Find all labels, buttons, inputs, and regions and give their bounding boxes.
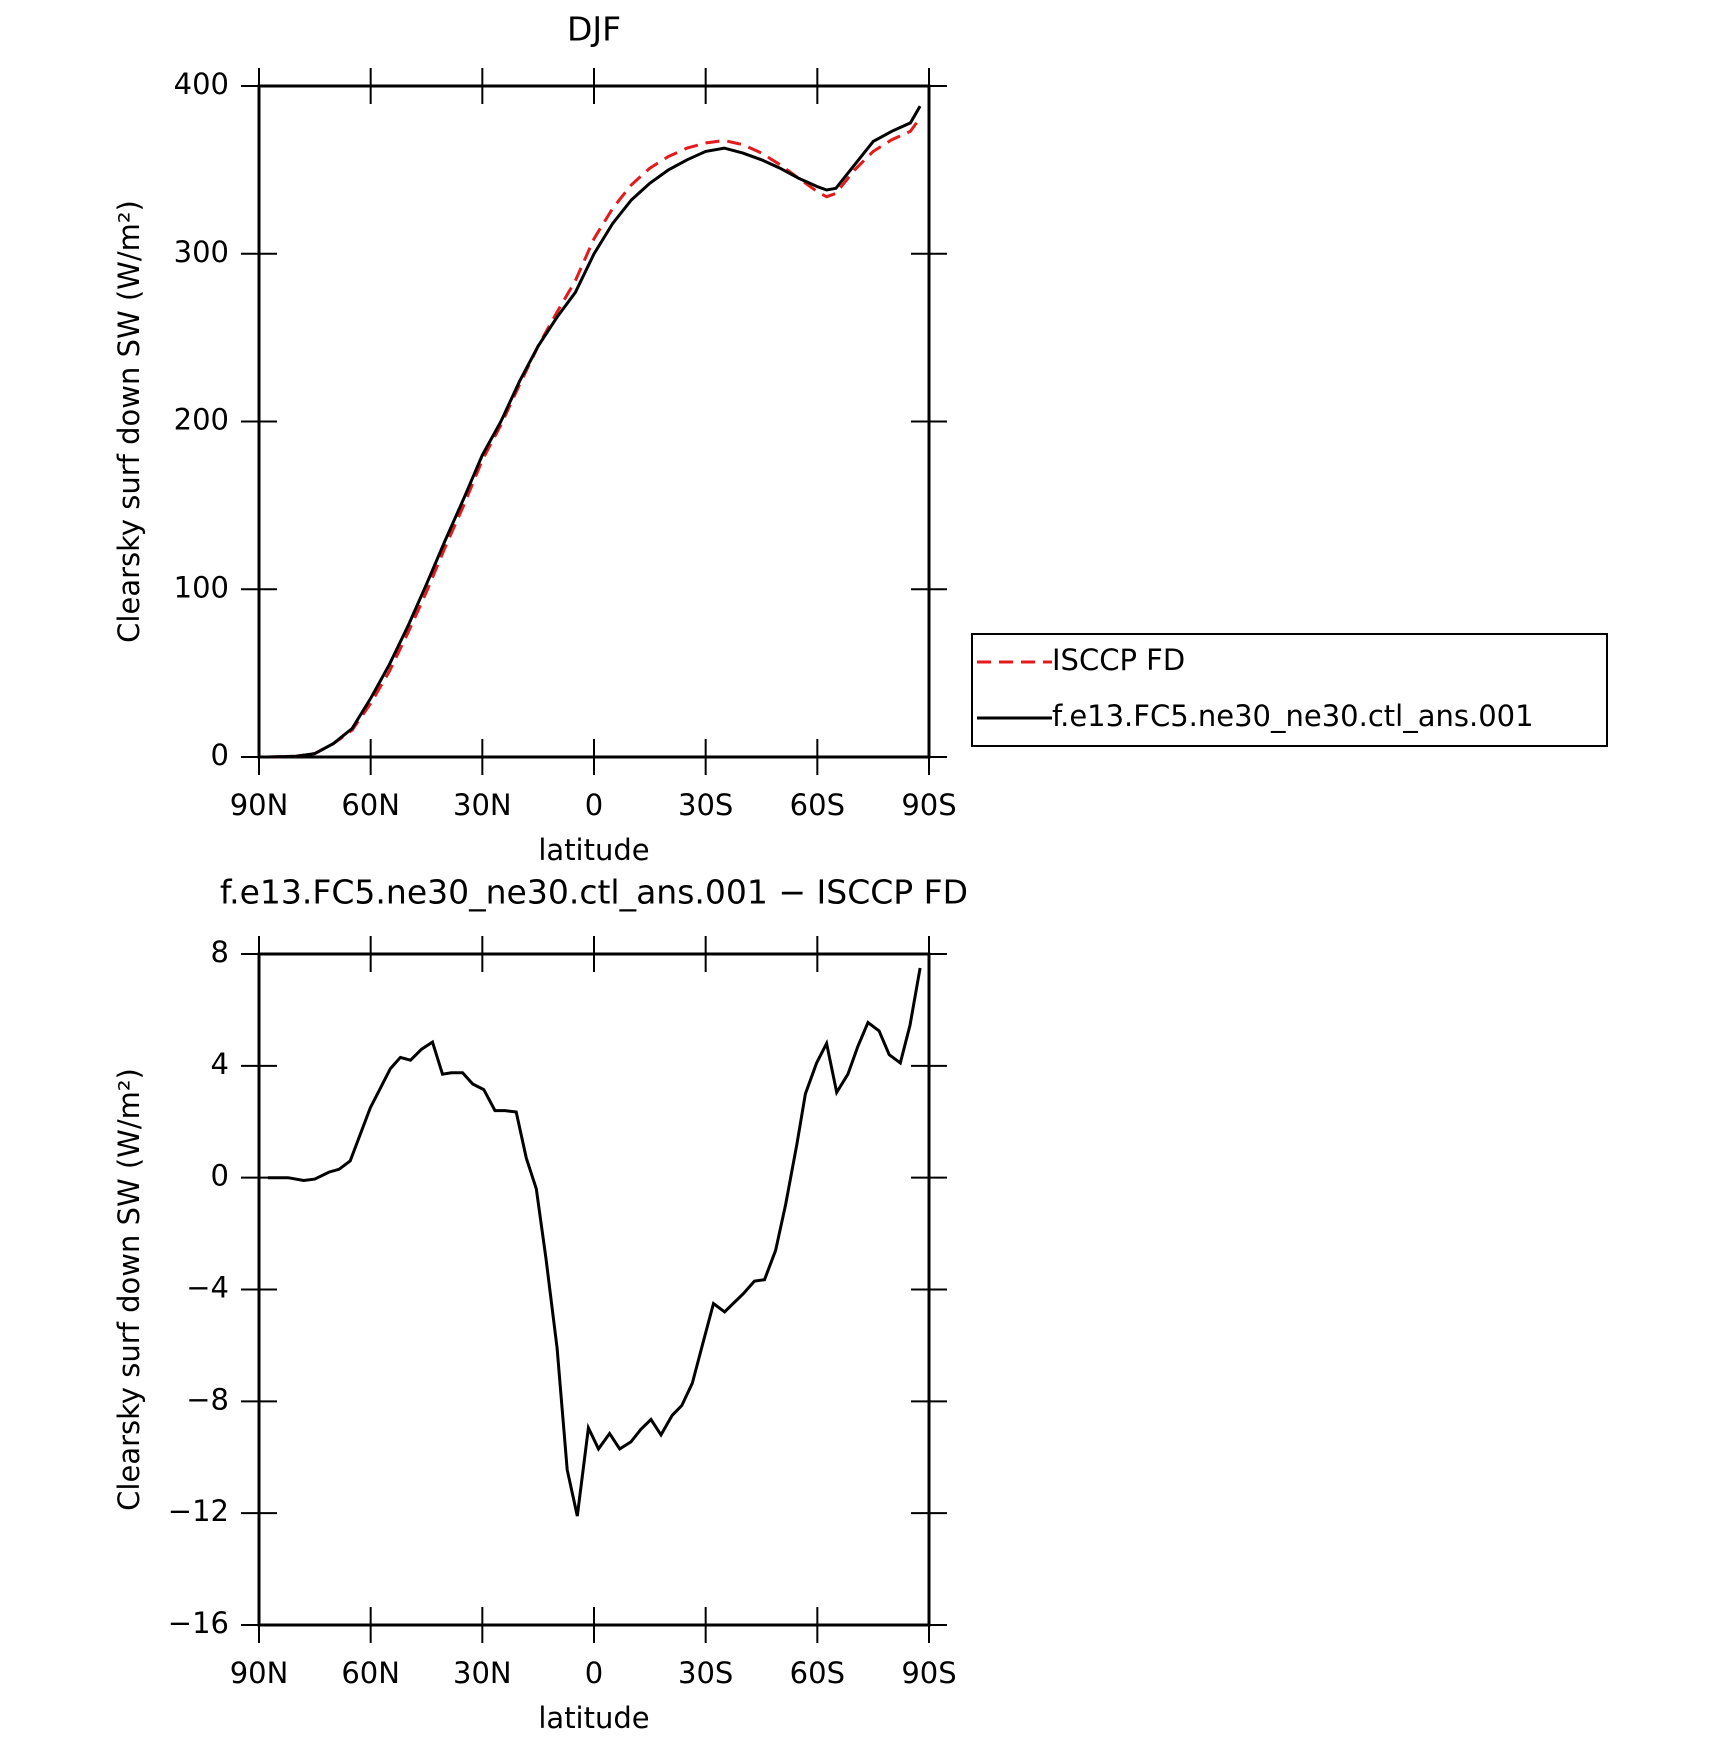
plot-frame	[257, 84, 931, 759]
chart-title: f.e13.FC5.ne30_ne30.ctl_ans.001 − ISCCP …	[220, 873, 968, 912]
y-tick-label: 100	[174, 570, 229, 604]
x-tick-label: 30S	[678, 788, 733, 822]
x-tick-label: 90N	[230, 1656, 289, 1690]
y-tick-label: 200	[174, 403, 229, 437]
x-tick-label: 60N	[341, 788, 400, 822]
x-tick-label: 60S	[790, 788, 845, 822]
y-tick-label: 300	[174, 235, 229, 269]
y-tick-label: 0	[211, 1159, 229, 1193]
y-tick-label: 8	[211, 935, 229, 969]
x-tick-label: 90S	[901, 788, 956, 822]
y-tick-label: −16	[168, 1606, 229, 1640]
x-tick-label: 0	[585, 1656, 603, 1690]
y-tick-label: 400	[174, 67, 229, 101]
y-tick-label: −8	[186, 1382, 229, 1416]
legend-box	[971, 633, 1608, 747]
legend-label: ISCCP FD	[1052, 643, 1185, 677]
x-tick-label: 90N	[230, 788, 289, 822]
x-tick-label: 60S	[790, 1656, 845, 1690]
y-tick-label: 0	[211, 738, 229, 772]
series-line	[267, 105, 922, 759]
y-axis-label: Clearsky surf down SW (W/m²)	[112, 1068, 146, 1511]
series-line	[267, 967, 922, 1517]
chart-title: DJF	[567, 10, 621, 49]
x-axis-label: latitude	[538, 1701, 649, 1735]
x-tick-label: 0	[585, 788, 603, 822]
y-tick-label: −4	[186, 1271, 229, 1305]
y-tick-label: −12	[168, 1494, 229, 1528]
y-tick-label: 4	[211, 1047, 229, 1081]
x-tick-label: 30S	[678, 1656, 733, 1690]
x-tick-label: 30N	[453, 1656, 512, 1690]
x-tick-label: 90S	[901, 1656, 956, 1690]
y-axis-label: Clearsky surf down SW (W/m²)	[112, 200, 146, 643]
series-line	[267, 117, 922, 759]
x-tick-label: 60N	[341, 1656, 400, 1690]
legend-label: f.e13.FC5.ne30_ne30.ctl_ans.001	[1052, 699, 1534, 733]
x-tick-label: 30N	[453, 788, 512, 822]
x-axis-label: latitude	[538, 833, 649, 867]
